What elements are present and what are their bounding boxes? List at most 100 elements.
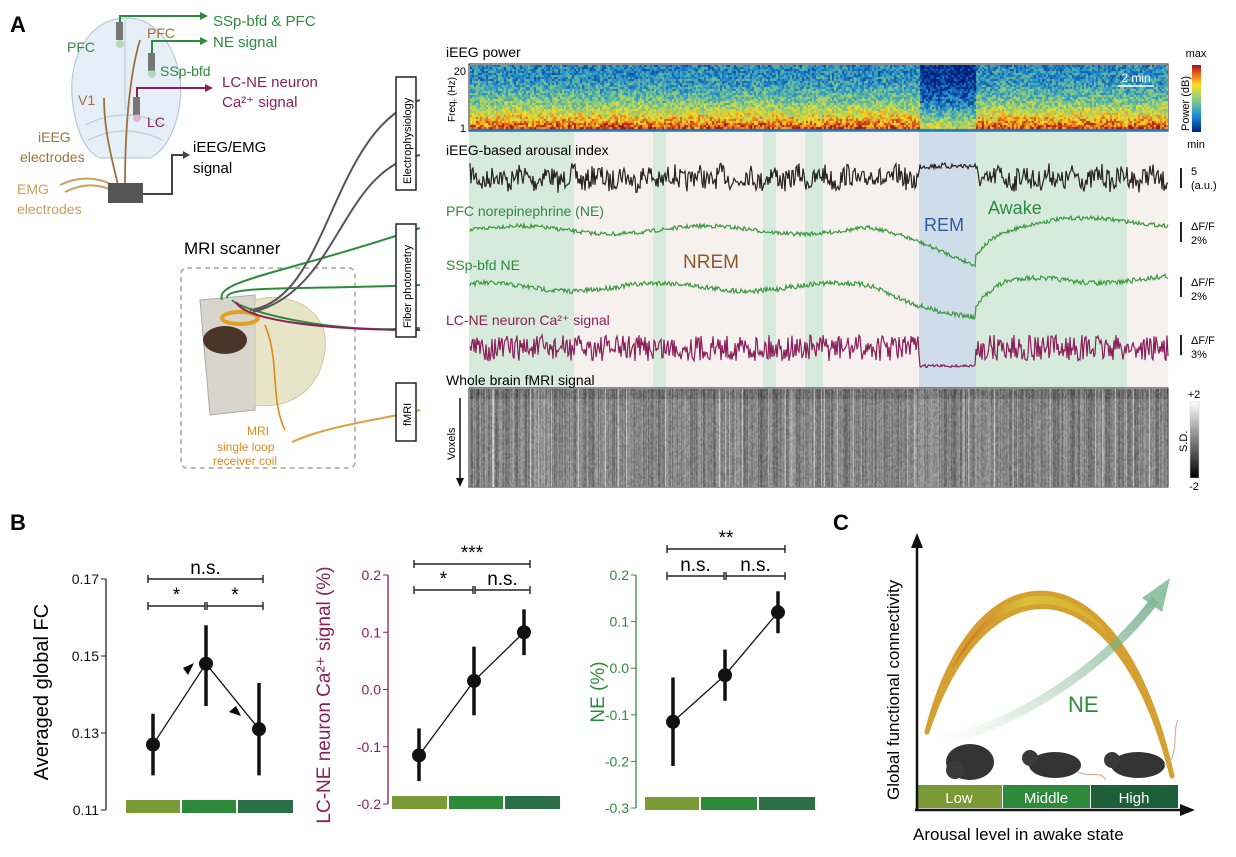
significance-label: * — [440, 569, 448, 590]
category-bar-low — [126, 800, 180, 813]
freq-tick-min: 1 — [460, 123, 466, 135]
power-colorbar — [1192, 65, 1201, 132]
x-axis-arrow — [1180, 804, 1195, 816]
data-point — [412, 748, 426, 763]
significance-bracket — [666, 545, 786, 553]
y-tick-label: 0.2 — [610, 567, 630, 583]
level-high — [1091, 785, 1178, 808]
level-label-high: High — [1119, 790, 1150, 807]
awake-band — [763, 131, 776, 388]
mri-box — [180, 267, 356, 469]
y-axis-arrow — [911, 533, 923, 548]
category-bar-high — [759, 797, 815, 810]
ieeg-spectrogram — [470, 65, 1168, 131]
significance-label: * — [173, 585, 181, 606]
label-emg-electrodes: electrodes — [17, 201, 82, 217]
awake-band — [805, 131, 823, 388]
mouse-in-scanner-illustration — [199, 99, 421, 443]
y-tick-label: 0.0 — [610, 660, 630, 676]
label-ieeg-power: iEEG power — [446, 44, 521, 60]
label-emg: EMG — [17, 181, 49, 197]
box-fmri — [395, 382, 417, 442]
data-point — [199, 656, 213, 671]
significance-bracket — [147, 575, 264, 583]
panel-c-schematic — [911, 533, 1195, 816]
label-ieeg-electrodes: electrodes — [20, 149, 85, 165]
pfc-ne-trace — [469, 214, 1169, 268]
arrowhead — [229, 706, 241, 716]
mean-line — [418, 631, 525, 756]
label-lc: LC — [147, 114, 165, 130]
arousal-index-trace — [469, 161, 1169, 194]
significance-label: n.s. — [487, 569, 518, 590]
y-tick-label: 0.0 — [362, 682, 382, 698]
y-tick-label: 0.11 — [73, 802, 99, 818]
brain-schematic — [59, 12, 213, 203]
y-axis-label: LC-NE neuron Ca²⁺ signal (%) — [314, 566, 335, 823]
sd-max: +2 — [1188, 389, 1201, 401]
voxels-label: Voxels — [446, 427, 458, 460]
fmri-frame — [468, 387, 1169, 488]
level-middle — [1003, 785, 1090, 808]
scale-ssp-unit: ΔF/F — [1191, 277, 1215, 289]
data-point — [718, 668, 732, 683]
mouse-low-illustration — [946, 744, 994, 780]
power-min: min — [1187, 139, 1205, 151]
label-signal: signal — [193, 160, 232, 177]
y-tick-label: -0.1 — [357, 739, 381, 755]
label-freq: Freq. (Hz) — [447, 77, 458, 122]
significance-bracket — [474, 586, 531, 594]
box-electrophysiology — [395, 76, 417, 191]
scale-ssp-value: 2% — [1191, 291, 1207, 303]
y-tick-label: 0.1 — [362, 624, 382, 640]
mouse-high-illustration — [1104, 719, 1179, 778]
y-tick-label: -0.2 — [605, 753, 629, 769]
category-bar-middle — [701, 797, 757, 810]
ne-arrow — [938, 597, 1159, 747]
significance-label: n.s. — [190, 558, 221, 579]
level-low — [917, 785, 1002, 808]
c-xlabel: Arousal level in awake state — [913, 825, 1124, 844]
label-sspbfd: SSp-bfd — [160, 63, 211, 79]
y-tick-label: -0.2 — [357, 796, 381, 812]
y-tick-label: 0.17 — [72, 571, 99, 587]
y-tick-label: 0.2 — [362, 567, 382, 583]
scale-lc-value: 3% — [1191, 349, 1207, 361]
data-point — [467, 673, 481, 688]
data-point — [771, 605, 785, 620]
category-bar-high — [238, 800, 293, 813]
y-tick-label: 0.1 — [610, 614, 630, 630]
awake-band — [653, 131, 666, 388]
level-label-middle: Middle — [1024, 790, 1068, 807]
y-tick-label: -0.1 — [605, 707, 629, 723]
rem-band — [919, 131, 976, 388]
traces — [469, 161, 1169, 369]
significance-bracket — [413, 586, 474, 594]
y-axis-label: Averaged global FC — [31, 604, 53, 780]
panel-label-a: A — [10, 12, 26, 37]
fmri-carpet-plot — [470, 389, 1168, 487]
sd-min: -2 — [1189, 481, 1199, 493]
label-fmri: fMRI — [402, 403, 414, 426]
sd-label: S.D. — [1178, 431, 1190, 452]
state-label-rem: REM — [924, 215, 964, 235]
significance-label: n.s. — [740, 555, 771, 576]
scale-arousal-unit: (a.u.) — [1191, 180, 1217, 192]
label-ne-signal: NE signal — [213, 34, 277, 51]
significance-label: *** — [461, 543, 484, 564]
ne-arrowhead — [1142, 578, 1170, 612]
y-tick-label: 0.13 — [72, 725, 99, 741]
significance-label: n.s. — [680, 555, 711, 576]
arrowhead — [183, 663, 194, 675]
state-label-awake: Awake — [988, 198, 1042, 218]
label-coil-receiver: receiver coil — [213, 454, 277, 468]
significance-bracket — [666, 572, 725, 580]
data-point — [666, 714, 680, 729]
label-ssp-ne: SSp-bfd NE — [446, 257, 520, 273]
label-mri-scanner: MRI scanner — [184, 239, 281, 258]
scale-pfc-unit: ΔF/F — [1191, 221, 1215, 233]
label-lc-ne: LC-NE neuron — [222, 74, 318, 91]
significance-bracket — [147, 602, 206, 610]
category-bar-middle — [449, 796, 503, 809]
